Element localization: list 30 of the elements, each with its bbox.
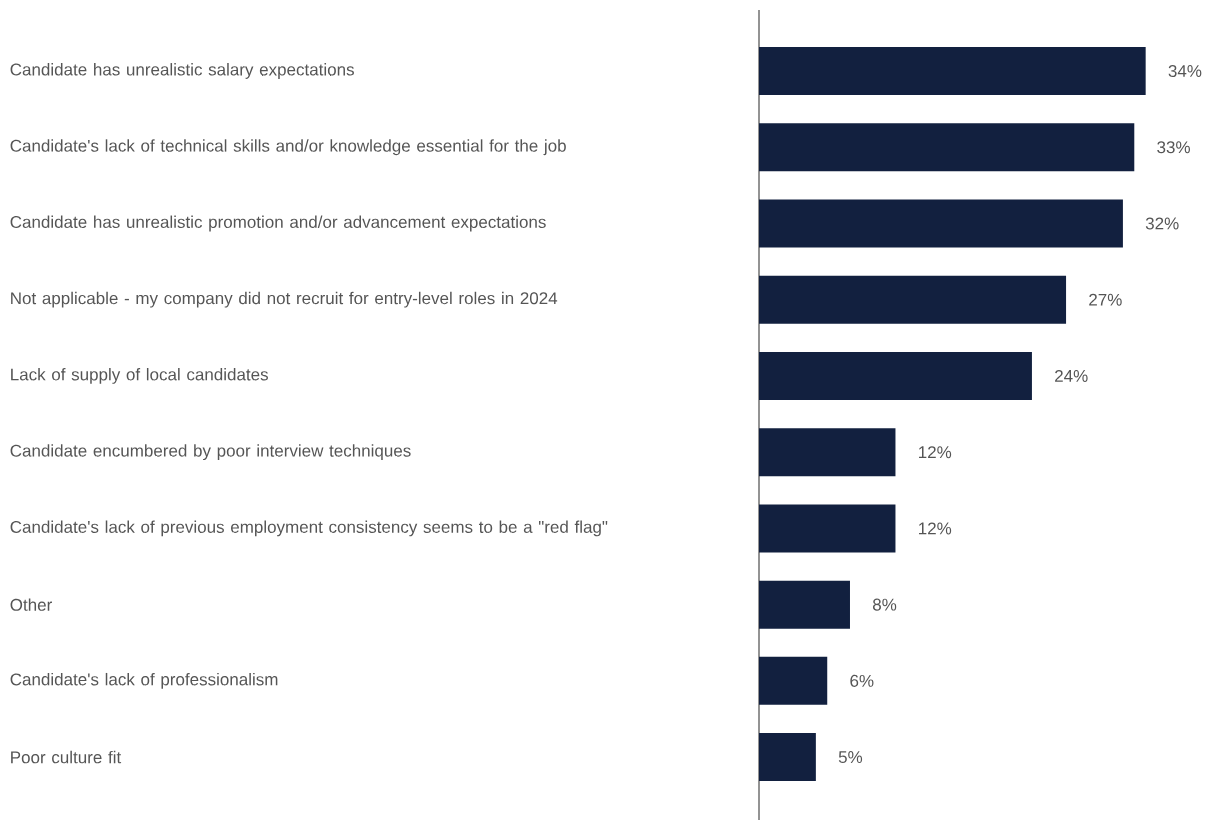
bar [759,504,896,553]
data-label: 24% [1055,369,1088,382]
data-label: 5% [838,751,863,764]
bar [759,275,1067,324]
bar [759,656,828,705]
bar [759,580,850,629]
y-tick-label: Candidate encumbered by poor interview techniques [10,444,411,461]
y-tick-label: Candidate has unrealistic promotion and/or advancement expectations [10,215,546,232]
data-label: 32% [1145,217,1179,230]
y-tick-label: Candidate has unrealistic salary expectations [10,63,354,79]
y-tick-label: Candidate's lack of professionalism [10,672,278,689]
bar [759,733,816,782]
bar [759,351,1032,400]
data-label: 33% [1157,141,1190,154]
data-label: 12% [919,522,952,535]
y-tick-label: Candidate's lack of technical skills and/or knowledge essential for the job [10,139,566,156]
y-tick-label: Not applicable - my company did not recruit for entry-level roles in 2024 [11,291,558,308]
data-label: 8% [872,598,897,611]
bar [759,123,1135,172]
y-tick-label: Poor culture fit [11,750,122,764]
bar [759,46,1146,95]
y-tick-label: Other [10,598,52,611]
bar [759,428,896,477]
y-tick-label: Candidate's lack of previous employment consistency seems to be a "red flag" [10,520,608,537]
data-label: 34% [1168,64,1202,78]
data-label: 27% [1089,293,1122,306]
data-label: 12% [919,446,952,459]
data-label: 6% [850,674,874,687]
bar [759,199,1123,248]
y-tick-label: Lack of supply of local candidates [11,368,268,384]
